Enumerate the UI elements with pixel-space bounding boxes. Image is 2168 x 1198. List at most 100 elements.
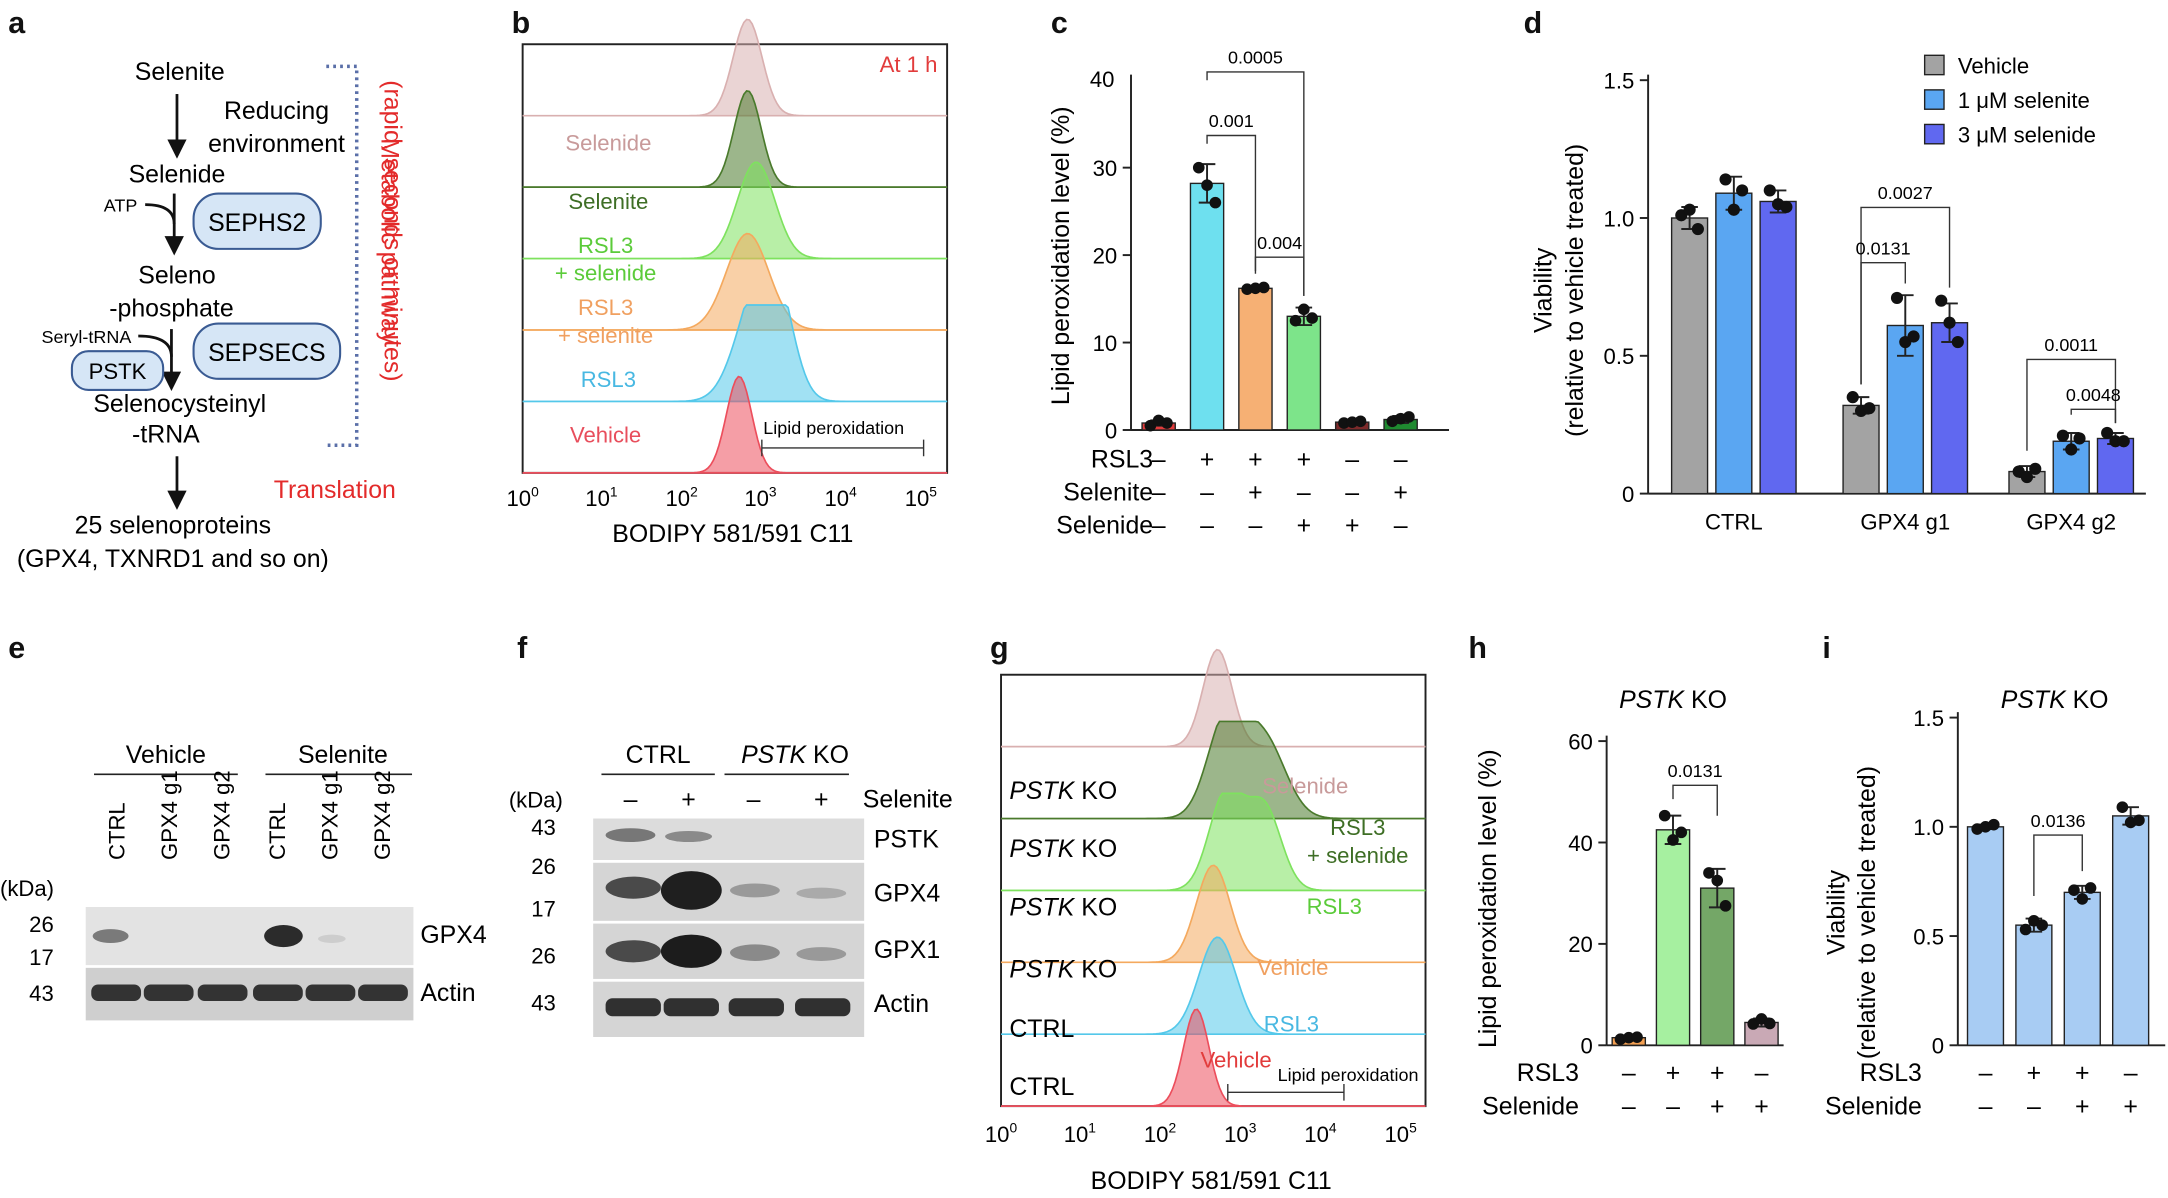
data-point (1354, 415, 1367, 428)
data-point (1736, 184, 1749, 197)
p-value: 0.0005 (1228, 48, 1283, 68)
data-point (1943, 316, 1956, 329)
band (264, 924, 303, 948)
bar-ctrl (1715, 192, 1753, 495)
row-label: PSTK KO (1009, 835, 1117, 863)
data-point (1727, 203, 1740, 216)
y-tick-label: 1.0 (1604, 206, 1635, 231)
data-point (1987, 818, 2000, 831)
step-seleno: Seleno (138, 261, 215, 289)
pathway-label-2: (rapid, seconds or minutes) (378, 80, 406, 381)
significance-bracket (1672, 784, 1718, 816)
right-label: Vehicle (1257, 955, 1328, 980)
band-label: Actin (874, 990, 929, 1018)
condition-sign: + (1297, 445, 1312, 473)
label-rsl3-selenide-1: RSL3 (578, 233, 633, 258)
group-selenite: Selenite (298, 741, 388, 769)
row-label: PSTK KO (1009, 777, 1117, 805)
panel-letter-b: b (512, 6, 531, 40)
band (605, 876, 661, 899)
bar-2 (1655, 829, 1691, 1046)
y-axis-label-c: Lipid peroxidation level (%) (1047, 106, 1075, 405)
condition-sign: + (2123, 1092, 2138, 1120)
data-point (2065, 443, 2078, 456)
panel-letter-f: f (517, 631, 528, 665)
condition-sign: – (1755, 1059, 1769, 1087)
condition-sign: + (2075, 1092, 2090, 1120)
group-label: CTRL (1705, 510, 1763, 535)
histogram-selenite (522, 90, 948, 188)
data-point (1711, 874, 1724, 887)
p-value: 0.0027 (1878, 183, 1933, 203)
data-point (2036, 919, 2048, 931)
right-label: RSL3 (1264, 1011, 1319, 1036)
tick-label: 104 (1304, 1119, 1337, 1147)
band (605, 828, 656, 843)
panel-e: e Vehicle Selenite CTRL GPX4 g1 GPX4 g2 … (0, 631, 487, 1021)
band (305, 984, 356, 1002)
data-point (1763, 1017, 1776, 1030)
step-selenite: Selenite (135, 58, 225, 86)
bar-chart-i: 0 0.5 1.0 1.5 0.0136 RSL3 – + + – Selenide – – + + (1825, 706, 2166, 1120)
condition-sign: + (1200, 445, 1215, 473)
legend-swatch-selenite (1923, 89, 1945, 110)
data-point (1622, 1031, 1635, 1044)
label-vehicle: Vehicle (570, 422, 641, 447)
band (665, 830, 713, 843)
data-point (2056, 429, 2069, 442)
condition-sign: – (1394, 512, 1408, 540)
condition-label: Selenide (1056, 512, 1153, 540)
condition-sign: + (1248, 479, 1263, 507)
data-point (1935, 294, 1948, 307)
data-point (2133, 814, 2145, 827)
band (796, 947, 847, 961)
histogram-rsl3-selenide (522, 161, 948, 260)
data-point (1683, 203, 1696, 216)
condition-sign: – (1345, 445, 1359, 473)
data-point (1306, 312, 1318, 324)
label-rsl3-selenite-2: + selenite (558, 323, 653, 348)
lane-label: GPX4 g1 (317, 770, 342, 860)
y-axis-label-d-1: Viability (1529, 247, 1557, 333)
band (358, 984, 408, 1002)
step-examples: (GPX4, TXNRD1 and so on) (17, 545, 329, 573)
histogram-rsl3 (522, 304, 948, 403)
band (795, 998, 851, 1017)
bar-3 (1238, 287, 1273, 431)
band-label-gpx4: GPX4 (420, 921, 487, 949)
condition-sign: – (1622, 1092, 1636, 1120)
histogram-pstk-ko-selenide (1001, 648, 1426, 748)
y-axis-label-i-2: (relative to vehicle treated) (1853, 766, 1881, 1059)
right-label: RSL3 (1330, 815, 1385, 840)
data-point (1257, 281, 1270, 294)
bar-chart-h: 0 20 40 60 0.0131 RSL3 – + + – Selenide – – + + (1482, 729, 1784, 1120)
legend-d: Vehicle 1 μM selenite 3 μM selenide (1923, 53, 2096, 147)
legend-swatch-selenide (1923, 123, 1945, 145)
data-point (2076, 893, 2089, 905)
tick-label: 101 (1064, 1119, 1096, 1147)
band-label-actin: Actin (420, 979, 475, 1007)
group-ctrl: CTRL (626, 741, 691, 769)
lane-label: GPX4 g2 (370, 770, 395, 860)
y-tick-label: 0.5 (1604, 344, 1635, 369)
data-point (2117, 435, 2130, 448)
condition-sign: – (1622, 1059, 1636, 1087)
blot-gpx4 (85, 907, 414, 966)
data-point (1691, 222, 1704, 236)
band (92, 929, 129, 943)
histogram-ctrl-rsl3 (1001, 936, 1426, 1036)
y-axis-label-d-2: (relative to vehicle treated) (1561, 144, 1589, 437)
condition-label: RSL3 (1091, 445, 1153, 473)
condition-sign: – (1666, 1092, 1680, 1120)
x-axis-ticks: 100 101 102 103 104 105 (507, 483, 938, 511)
data-point (1667, 834, 1679, 846)
gate-bracket (1227, 1083, 1345, 1101)
band (197, 984, 248, 1002)
band (605, 940, 661, 963)
significance-bracket (2033, 834, 2083, 896)
data-point (1658, 809, 1671, 822)
data-point (1763, 184, 1776, 197)
panel-g: g PSTK KO PSTK KO PSTK KO PSTK KO CTRL C… (985, 631, 1427, 1195)
panel-letter-i: i (1822, 631, 1830, 665)
right-label: RSL3 (1307, 894, 1362, 919)
